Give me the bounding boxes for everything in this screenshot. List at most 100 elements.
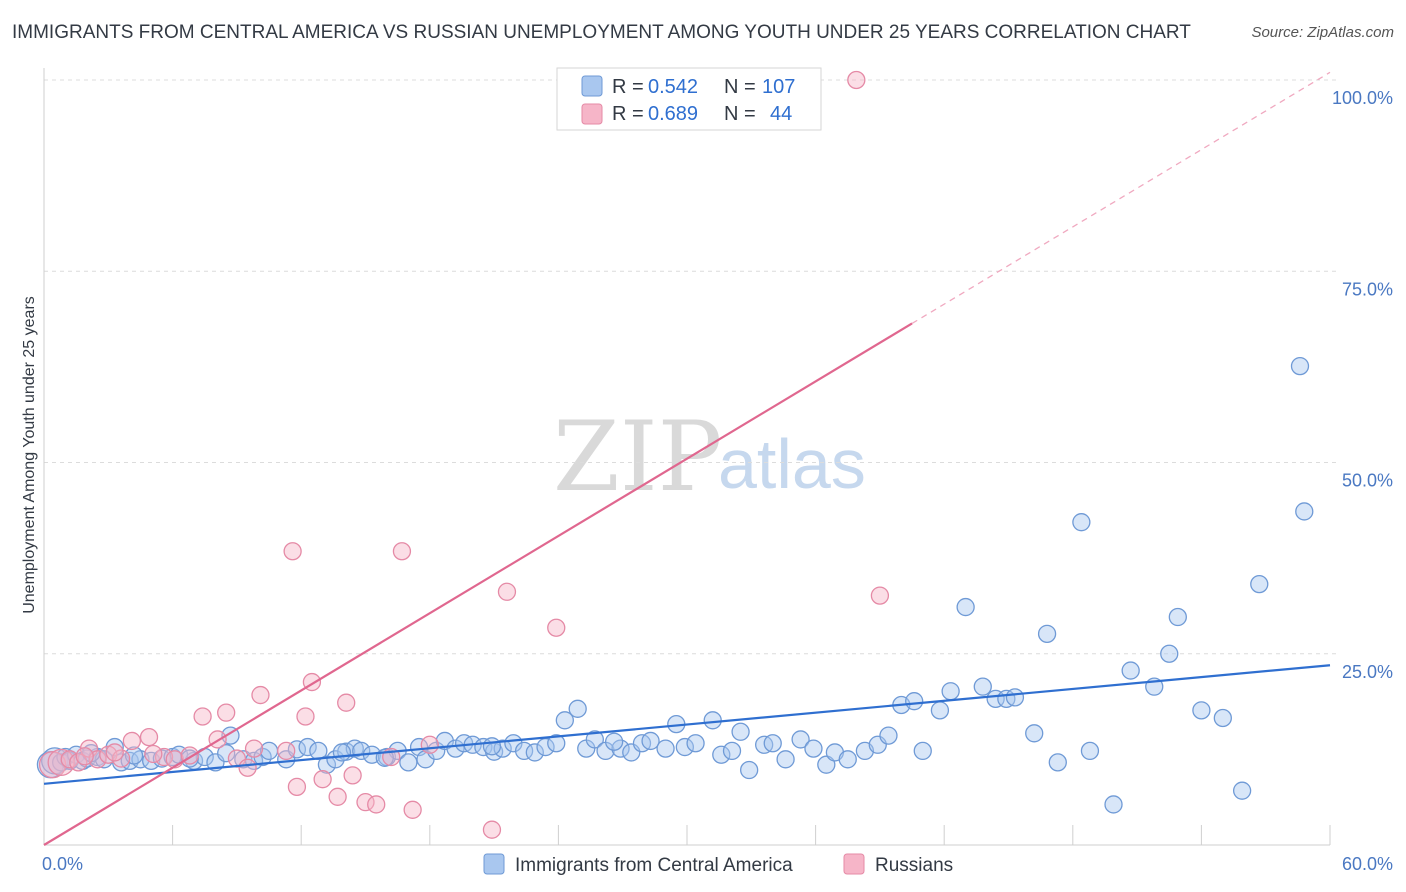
legend-swatch-pink <box>581 103 603 125</box>
data-point <box>641 731 660 751</box>
data-point <box>731 722 750 741</box>
data-point <box>722 741 742 761</box>
data-point <box>482 820 502 839</box>
data-point <box>298 737 317 757</box>
x-tick-labels: 0.0% 60.0% <box>42 854 1393 874</box>
data-point <box>879 726 898 745</box>
data-point <box>1072 513 1091 532</box>
data-point <box>585 730 604 749</box>
data-point <box>392 542 412 561</box>
watermark-atlas: atlas <box>718 425 866 503</box>
data-point <box>1192 701 1211 720</box>
data-point <box>525 743 544 762</box>
data-point <box>332 743 352 762</box>
data-point <box>1104 795 1123 814</box>
data-point <box>686 734 705 753</box>
data-point <box>343 766 362 785</box>
legend-r-label-2: R = <box>612 103 644 125</box>
data-point <box>941 682 960 701</box>
bottom-legend-swatch-pink <box>843 853 865 875</box>
data-point <box>144 744 163 764</box>
data-point <box>1232 781 1252 800</box>
data-point <box>287 777 307 797</box>
data-point <box>1250 574 1269 594</box>
axes <box>43 68 1331 846</box>
y-axis-label: Unemployment Among Youth under 25 years <box>21 296 38 614</box>
stats-legend: R = 0.542 N = 107 R = 0.689 N = 44 <box>556 67 822 131</box>
data-point <box>1037 624 1057 644</box>
data-point <box>38 751 67 779</box>
data-point <box>776 750 795 769</box>
data-point <box>277 741 296 761</box>
data-point <box>367 795 386 814</box>
data-point <box>1025 724 1044 743</box>
x-tick-label: 0.0% <box>42 854 83 874</box>
legend-r-value-2: 0.689 <box>648 103 698 125</box>
bottom-legend-label-russians: Russians <box>875 855 953 876</box>
data-point <box>244 739 264 758</box>
legend-n-value-2: 44 <box>770 103 792 125</box>
data-point <box>238 758 257 777</box>
data-point <box>1005 688 1025 707</box>
data-point <box>712 745 731 764</box>
y-tick-label: 25.0% <box>1342 662 1393 682</box>
data-point <box>1048 753 1067 772</box>
gridlines <box>44 79 1340 655</box>
data-point <box>930 701 950 720</box>
data-point <box>740 760 759 780</box>
data-point <box>122 731 142 751</box>
data-point <box>75 747 94 766</box>
legend-r-label-1: R = <box>612 76 644 98</box>
data-point <box>956 597 975 617</box>
data-point <box>482 737 502 756</box>
data-point <box>420 735 439 754</box>
x-tick-label: 60.0% <box>1342 854 1393 874</box>
data-point <box>251 685 270 705</box>
data-point <box>493 739 512 758</box>
data-point <box>296 707 315 726</box>
data-point <box>913 741 932 761</box>
legend-r-value-1: 0.542 <box>648 76 698 98</box>
y-tick-label: 50.0% <box>1342 471 1393 491</box>
data-point <box>217 703 236 722</box>
data-point <box>283 542 302 561</box>
legend-n-value-1: 107 <box>762 76 795 98</box>
bottom-legend-swatch-blue <box>483 853 505 875</box>
data-point <box>905 692 924 711</box>
data-point <box>973 677 992 696</box>
legend-n-label-1: N = <box>724 76 756 98</box>
data-point <box>703 711 722 730</box>
data-point <box>497 582 517 601</box>
data-point <box>1213 708 1232 728</box>
data-point <box>547 734 566 753</box>
data-point <box>356 793 375 812</box>
data-point <box>870 586 890 605</box>
data-point <box>399 753 418 772</box>
data-point <box>1080 741 1100 761</box>
data-point <box>847 70 866 90</box>
y-tick-label: 100.0% <box>1332 88 1393 108</box>
data-point <box>1168 607 1187 627</box>
legend-n-label-2: N = <box>724 103 756 125</box>
data-point <box>154 747 174 767</box>
y-tick-label: 75.0% <box>1342 279 1393 299</box>
data-point <box>313 770 332 789</box>
data-point <box>328 787 347 806</box>
data-point <box>1295 502 1314 521</box>
data-point <box>403 800 422 819</box>
data-point <box>1121 661 1140 680</box>
data-point <box>804 739 823 758</box>
data-point <box>838 750 857 769</box>
data-point <box>675 737 695 757</box>
data-point <box>604 732 624 751</box>
data-point <box>656 739 675 758</box>
data-point <box>193 707 212 726</box>
data-point <box>1290 356 1310 376</box>
bottom-legend-label-immigrants: Immigrants from Central America <box>515 855 793 876</box>
data-point <box>259 741 279 761</box>
y-tick-labels: 100.0% 75.0% 50.0% 25.0% <box>1332 88 1393 682</box>
trend-lines <box>43 71 1331 846</box>
trend-line-russians-extrapolated <box>911 71 1331 325</box>
trend-line-immigrants <box>43 664 1331 785</box>
data-point <box>763 734 782 753</box>
